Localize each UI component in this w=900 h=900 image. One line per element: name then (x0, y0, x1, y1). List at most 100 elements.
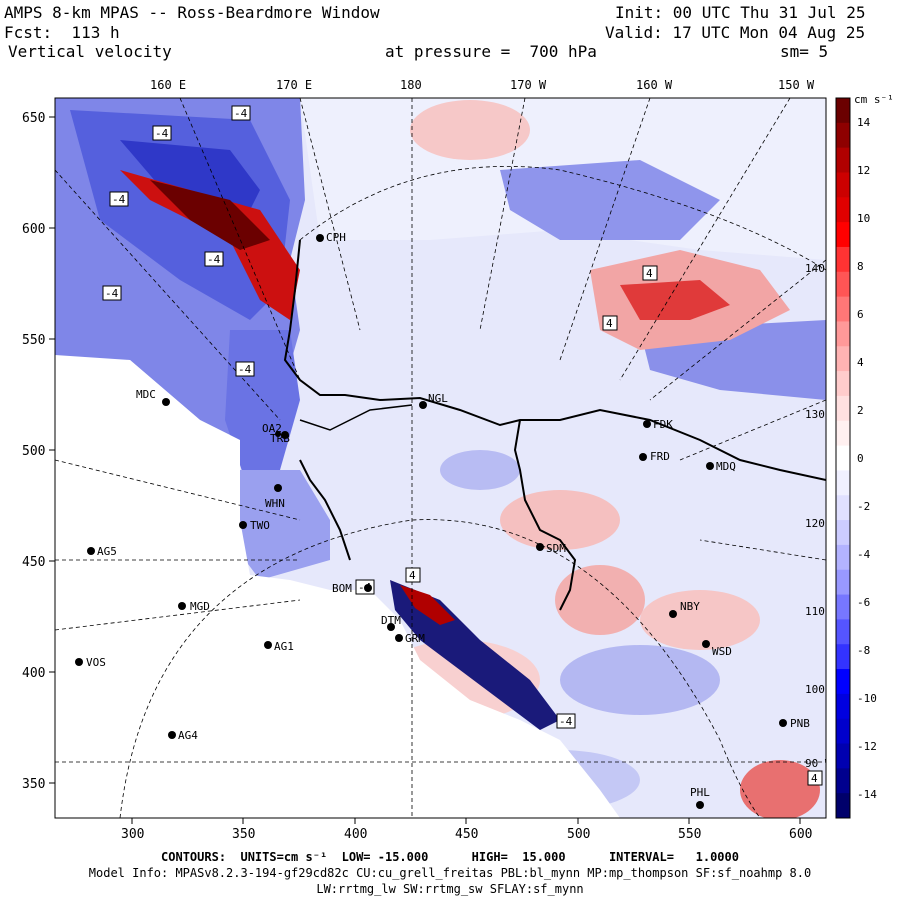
colorbar-label: -2 (857, 500, 870, 513)
station-label: MGD (190, 600, 210, 613)
colorbar-swatch (836, 420, 850, 447)
contour-label: -4 (207, 253, 221, 266)
projection-grid (55, 98, 826, 818)
colorbar-label: -8 (857, 644, 870, 657)
colorbar-unit: cm s⁻¹ (854, 93, 894, 106)
colorbar-label: -6 (857, 596, 870, 609)
lon-label-120w: 120 W (805, 517, 838, 530)
contour-label: 4 (811, 772, 818, 785)
lon-label-160e: 160 E (150, 78, 186, 92)
field-pink-patch (500, 490, 620, 550)
colorbar-swatch (836, 495, 850, 521)
smoothing: sm= 5 (780, 42, 829, 61)
x-tick-label: 450 (455, 827, 478, 842)
station-label: VOS (86, 656, 106, 669)
init-time: Init: 00 UTC Thu 31 Jul 25 (615, 3, 866, 22)
variable-name: Vertical velocity (8, 42, 172, 61)
x-tick-label: 550 (678, 827, 701, 842)
colorbar-label: 6 (857, 308, 864, 321)
contour-label: -4 (234, 107, 248, 120)
forecast-hour: Fcst: 113 h (4, 23, 120, 42)
y-tick-label: 600 (22, 222, 45, 237)
station-label: AG1 (274, 640, 294, 653)
station-label: WHN (265, 497, 285, 510)
colorbar-label: -10 (857, 692, 877, 705)
x-tick-label: 300 (121, 827, 144, 842)
lon-label-160w: 160 W (636, 78, 673, 92)
y-tick-label: 650 (22, 111, 45, 126)
field-blue-region (225, 470, 330, 580)
field-pink-patch (740, 760, 820, 818)
station-label: NGL (428, 392, 448, 405)
field-pink-patch (555, 565, 645, 635)
station-label: GRM (405, 632, 425, 645)
station-label: FRD (650, 450, 670, 463)
map-plot: 160 E 170 E 180 170 W 160 W 150 W (22, 78, 894, 842)
colorbar: cm s⁻¹ 14 12 10 8 6 4 2 0 -2 -4 -6 -8 -10 -12 -14 (835, 93, 894, 819)
colorbar-swatch (836, 122, 850, 149)
lon-label-90w: 90 W (805, 757, 832, 770)
stations: MDC NGL FDK FRD MDQ WHN TWO AG5 SDM NBY … (75, 231, 810, 809)
colorbar-swatch (836, 743, 850, 769)
colorbar-label: 12 (857, 164, 870, 177)
contours-info: CONTOURS: UNITS=cm s⁻¹ LOW= -15.000 HIGH… (161, 850, 739, 864)
colorbar-label: 4 (857, 356, 864, 369)
station-label: PNB (790, 717, 810, 730)
field-red-streak (120, 170, 300, 320)
lon-label-140w: 140 W (805, 262, 838, 275)
station-label: SDM (546, 542, 566, 555)
colorbar-swatch (836, 296, 850, 322)
colorbar-swatch (836, 669, 850, 695)
contour-label: -4 (238, 363, 252, 376)
y-tick-label: 500 (22, 444, 45, 459)
colorbar-label: 2 (857, 404, 864, 417)
field-blue-region (500, 160, 720, 240)
y-tick-label: 550 (22, 333, 45, 348)
contour-label: 4 (606, 317, 613, 330)
ice-shelf-white-region (55, 355, 620, 818)
lon-label-110w: 110 W (805, 605, 838, 618)
colorbar-swatch (836, 346, 850, 372)
colorbar-swatch (836, 246, 850, 273)
pressure-level: at pressure = 700 hPa (385, 42, 597, 61)
field-blue-patch (440, 450, 520, 490)
colorbar-swatch (836, 594, 850, 620)
valid-time: Valid: 17 UTC Mon 04 Aug 25 (605, 23, 866, 42)
colorbar-label: -14 (857, 788, 877, 801)
field-mountain-band (400, 585, 455, 625)
station-label: PHL (690, 786, 710, 799)
top-longitude-labels: 160 E 170 E 180 170 W 160 W 150 W (150, 78, 815, 92)
y-axis: 650 600 550 500 450 400 350 (22, 111, 55, 792)
lon-label-170e: 170 E (276, 78, 312, 92)
x-tick-label: 500 (567, 827, 590, 842)
field-red-streak (150, 180, 270, 250)
station-label: MDC (136, 388, 156, 401)
x-tick-label: 350 (232, 827, 255, 842)
field-blue-patch (560, 645, 720, 715)
lon-label-130w: 130 W (805, 408, 838, 421)
colorbar-swatch (836, 693, 850, 720)
contour-label: -4 (559, 715, 573, 728)
lon-label-100w: 100 W (805, 683, 838, 696)
field-pink-patch (640, 590, 760, 650)
field-red-region (620, 280, 730, 320)
x-tick-label: 600 (789, 827, 812, 842)
colorbar-swatch (836, 619, 850, 645)
ice-shelf-edge (299, 404, 413, 431)
colorbar-swatch (836, 569, 850, 596)
station-label: WSD (712, 645, 732, 658)
contour-label: 4 (646, 267, 653, 280)
colorbar-swatches (836, 98, 850, 819)
plot-title: AMPS 8-km MPAS -- Ross-Beardmore Window (4, 3, 380, 22)
colorbar-swatch (836, 793, 850, 819)
colorbar-swatch (836, 271, 850, 298)
station-label: BOM (332, 582, 352, 595)
contour-label: -4 (112, 193, 126, 206)
colorbar-label: 8 (857, 260, 864, 273)
colorbar-label: -4 (857, 548, 871, 561)
colorbar-label: 10 (857, 212, 870, 225)
colorbar-swatch (836, 371, 850, 397)
station-label: AG5 (97, 545, 117, 558)
station-label: NBY (680, 600, 700, 613)
station-label: CPH (326, 231, 346, 244)
